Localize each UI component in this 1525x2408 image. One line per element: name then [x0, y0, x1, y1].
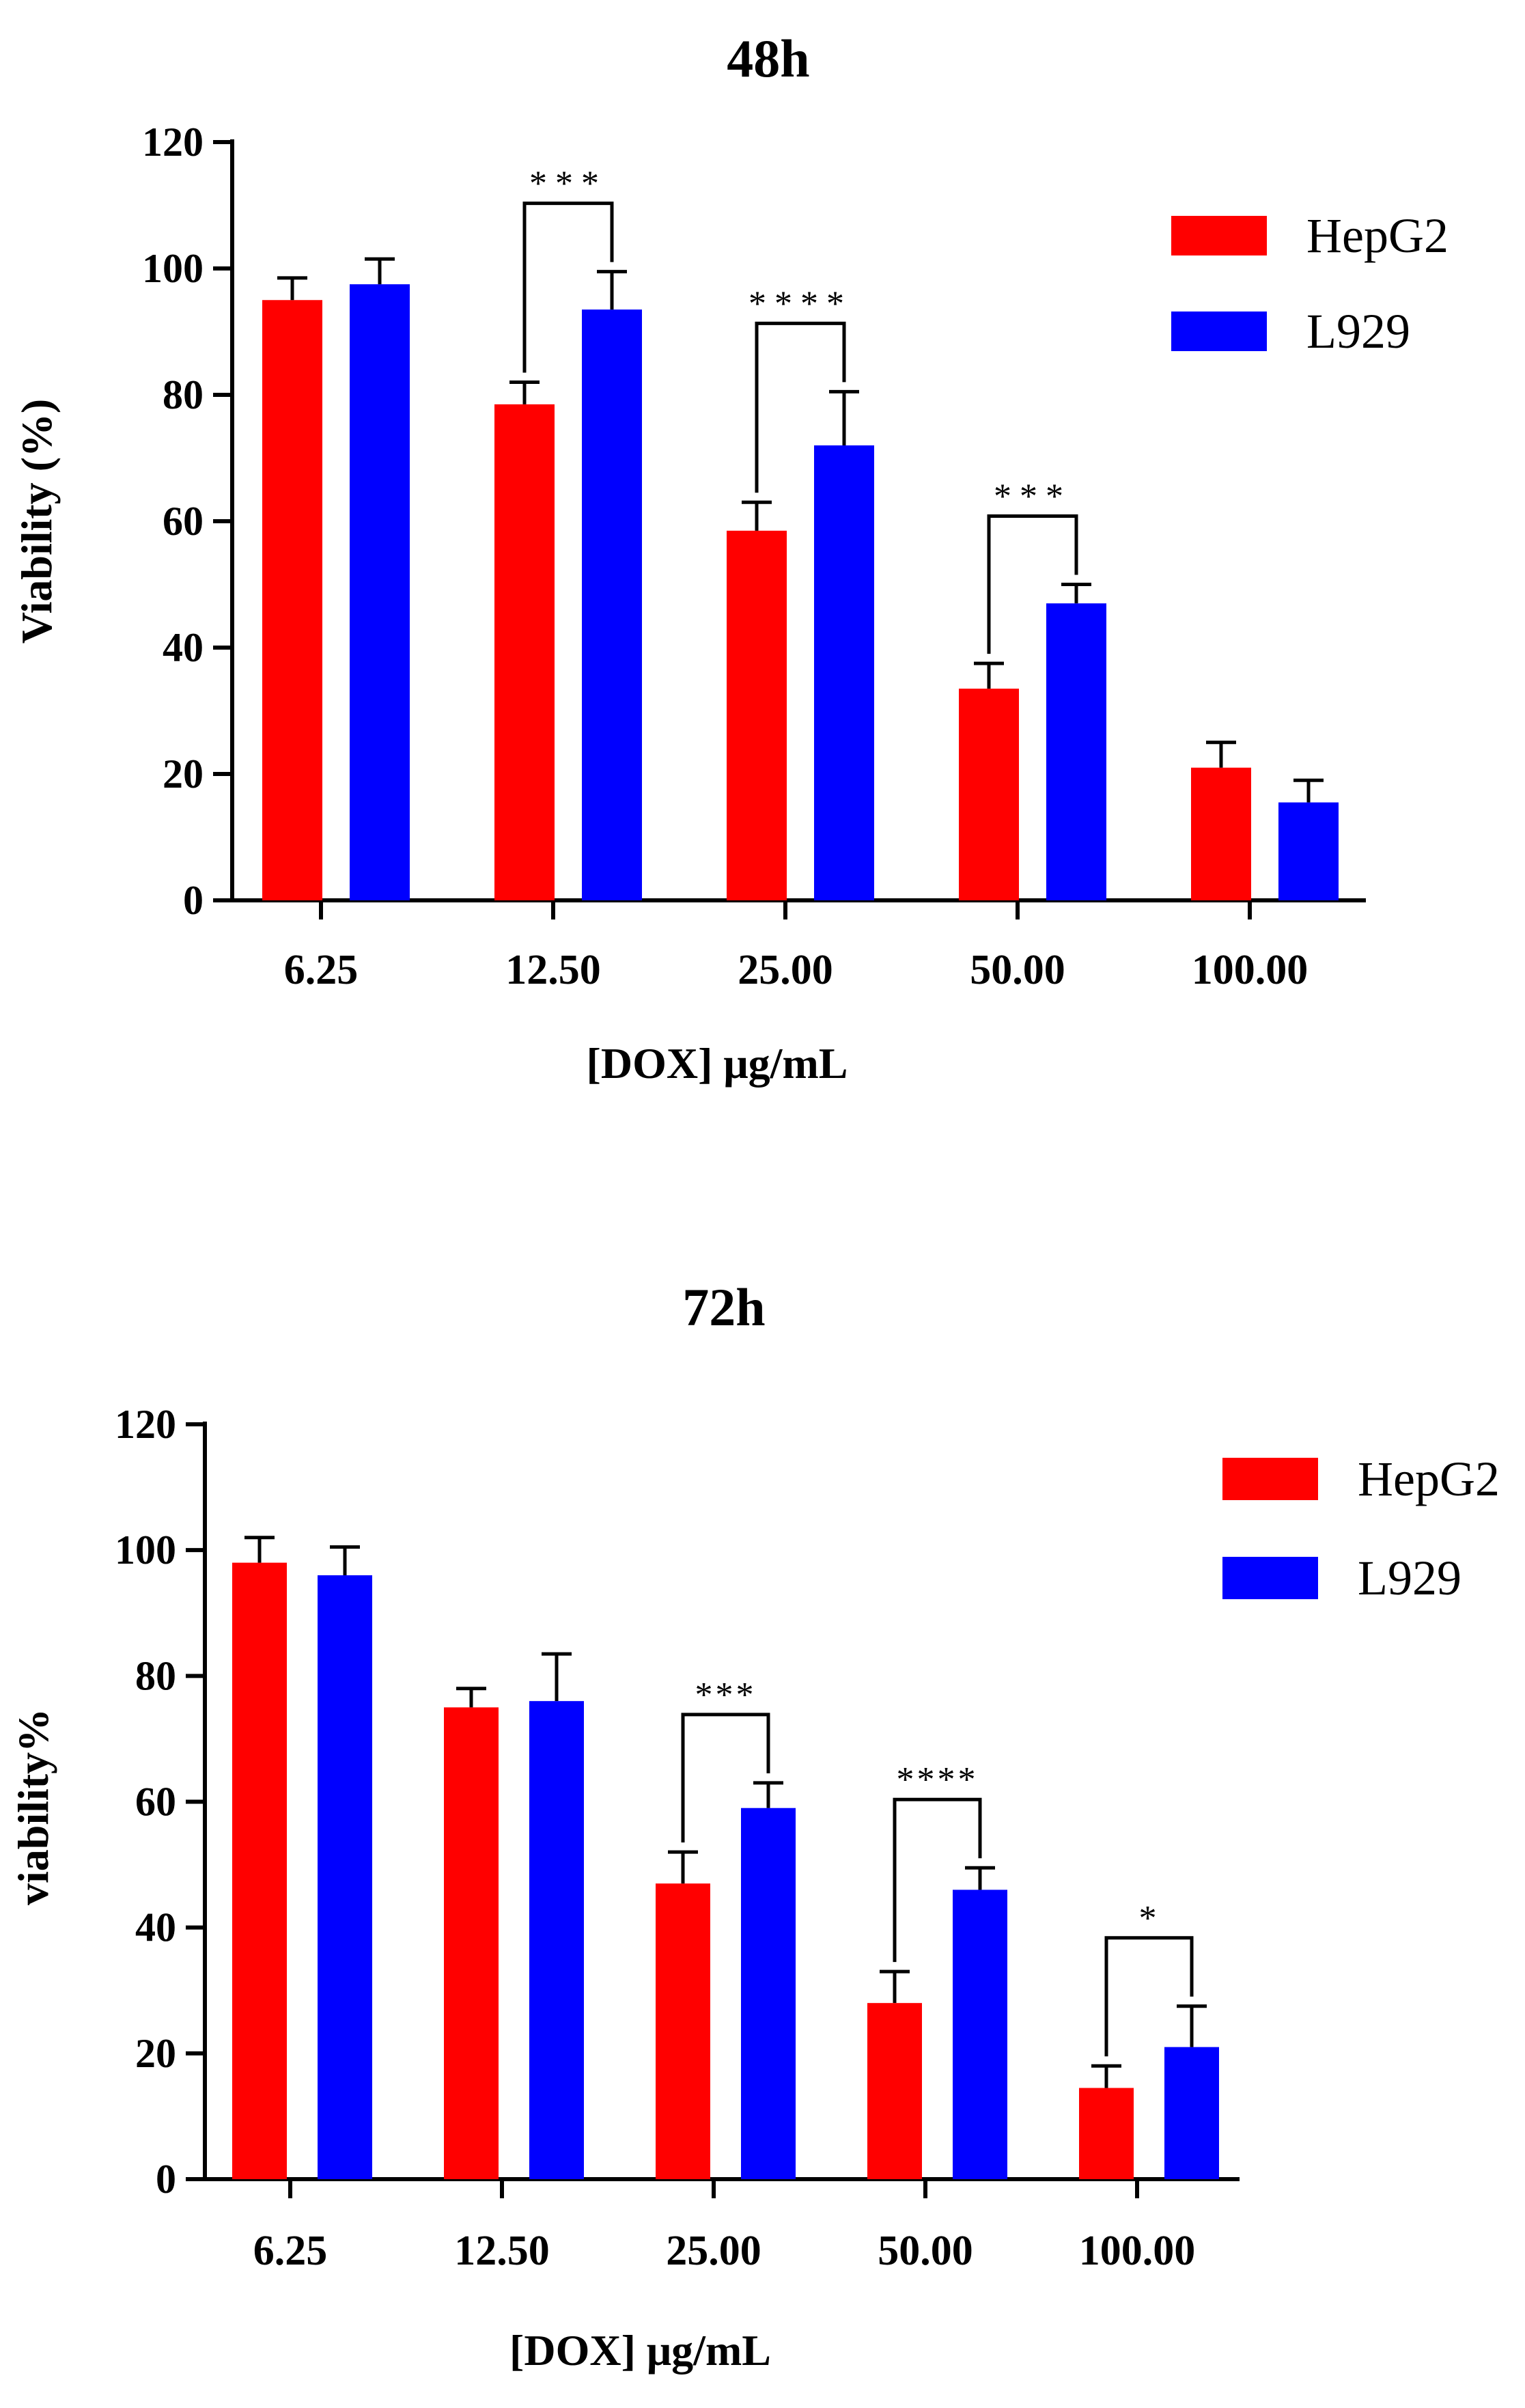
- x-tick-label: 50.00: [970, 947, 1065, 993]
- x-axis-title: [DOX] μg/mL: [509, 2326, 771, 2375]
- significance-label: ***: [529, 165, 607, 204]
- significance-bracket: ***: [681, 1676, 770, 1843]
- x-tick-label: 100.00: [1192, 947, 1309, 993]
- bar-HepG2-12.50: [444, 1707, 499, 2179]
- y-tick-label: 100: [142, 246, 204, 291]
- y-axis-title: Viability (%): [12, 399, 61, 644]
- bar-L929-50.00: [953, 1890, 1007, 2179]
- bar-L929-12.50: [582, 309, 642, 900]
- legend-label: HepG2: [1358, 1452, 1500, 1506]
- chart-title: 48h: [727, 29, 809, 88]
- y-tick-label: 120: [115, 1402, 176, 1447]
- legend-item-HepG2: HepG2: [1222, 1452, 1500, 1506]
- legend-swatch: [1171, 312, 1267, 351]
- y-tick-label: 40: [163, 625, 204, 670]
- y-tick-label: 60: [135, 1780, 176, 1825]
- x-tick-label: 12.50: [505, 947, 601, 993]
- significance-label: ****: [897, 1760, 979, 1799]
- bar-HepG2-25.00: [727, 530, 787, 900]
- y-tick-label: 60: [163, 499, 204, 544]
- significance-label: ***: [695, 1676, 757, 1715]
- bracket-line: [522, 202, 614, 373]
- y-tick-label: 20: [135, 2031, 176, 2076]
- chart-title: 72h: [682, 1277, 765, 1337]
- bracket-line: [681, 1713, 770, 1843]
- y-axis-title: viability%: [9, 1708, 57, 1905]
- bar-HepG2-100.00: [1191, 767, 1251, 900]
- bracket-line: [893, 1797, 982, 1963]
- legend-label: L929: [1306, 304, 1410, 359]
- x-tick-label: 100.00: [1079, 2228, 1196, 2274]
- x-tick-label: 25.00: [738, 947, 833, 993]
- legend-label: L929: [1358, 1551, 1461, 1605]
- legend-label: HepG2: [1306, 208, 1449, 263]
- significance-bracket: ***: [987, 478, 1078, 654]
- chart-panel-72h: 72h 0 20 40 60 80 100 120 6.25 12.50 25.00 50.00 100…: [9, 1277, 1500, 2375]
- bar-L929-12.50: [529, 1701, 584, 2179]
- x-tick-label: 6.25: [253, 2228, 328, 2274]
- legend-item-L929: L929: [1222, 1551, 1461, 1605]
- bar-L929-100.00: [1278, 802, 1339, 900]
- legend-swatch: [1222, 1458, 1318, 1500]
- y-tick-label: 0: [156, 2157, 176, 2202]
- x-tick-label: 25.00: [666, 2228, 761, 2274]
- bar-L929-25.00: [741, 1808, 796, 2179]
- chart-panel-48h: 48h 0 20 40 60 80 100 120 6.25 12.50 25.00 50.00 100…: [12, 29, 1449, 1088]
- x-tick-label: 6.25: [284, 947, 359, 993]
- bar-HepG2-6.25: [262, 300, 322, 900]
- legend-item-L929: L929: [1171, 304, 1410, 359]
- bracket-line: [1104, 1936, 1194, 2057]
- y-tick-label: 40: [135, 1905, 176, 1950]
- y-tick-label: 0: [183, 878, 204, 923]
- bracket-line: [755, 321, 846, 493]
- y-tick-label: 120: [142, 120, 204, 165]
- significance-label: *: [1139, 1899, 1160, 1938]
- bar-L929-25.00: [814, 445, 874, 900]
- bracket-line: [987, 514, 1078, 654]
- bar-HepG2-50.00: [959, 689, 1019, 900]
- x-tick-label: 50.00: [878, 2228, 973, 2274]
- x-axis-title: [DOX] μg/mL: [587, 1039, 848, 1088]
- bar-L929-6.25: [318, 1575, 372, 2179]
- bar-HepG2-12.50: [494, 404, 555, 900]
- bar-HepG2-50.00: [867, 2003, 922, 2179]
- x-tick-label: 12.50: [454, 2228, 550, 2274]
- legend-item-HepG2: HepG2: [1171, 208, 1449, 263]
- significance-bracket: ****: [893, 1760, 982, 1963]
- bar-HepG2-25.00: [656, 1883, 710, 2179]
- legend-swatch: [1171, 216, 1267, 255]
- y-tick-label: 80: [163, 372, 204, 417]
- legend-swatch: [1222, 1557, 1318, 1599]
- significance-label: ****: [748, 284, 852, 323]
- significance-label: ***: [994, 478, 1072, 516]
- significance-bracket: *: [1104, 1899, 1194, 2057]
- significance-bracket: ****: [748, 284, 852, 493]
- bar-HepG2-6.25: [232, 1562, 287, 2179]
- y-tick-label: 20: [163, 751, 204, 797]
- y-tick-label: 100: [115, 1527, 176, 1573]
- y-tick-label: 80: [135, 1653, 176, 1698]
- bar-L929-6.25: [350, 284, 410, 900]
- bar-L929-50.00: [1046, 603, 1106, 900]
- bar-L929-100.00: [1164, 2047, 1219, 2179]
- bar-HepG2-100.00: [1079, 2088, 1134, 2179]
- significance-bracket: ***: [522, 165, 614, 373]
